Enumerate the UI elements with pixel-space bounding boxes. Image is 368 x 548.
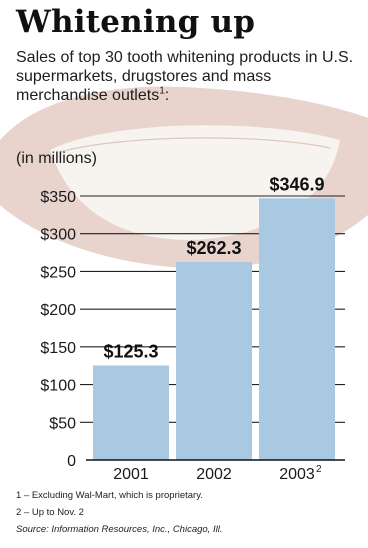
bar-value-label: $262.3 (186, 238, 241, 258)
y-tick-label: $100 (40, 378, 76, 395)
y-tick-label: $200 (40, 302, 76, 319)
plot-area: 0 $50 $100 $150 $200 $250 $300 $350 $125.3 $262.3… (40, 174, 345, 483)
bar-value-label: $125.3 (103, 341, 158, 361)
x-tick-label: 2003 (279, 466, 315, 483)
chart-subtitle: Sales of top 30 tooth whitening products… (16, 48, 356, 105)
x-tick-label: 2001 (113, 466, 149, 483)
bar (259, 198, 335, 460)
x-tick-note-marker: 2 (316, 464, 322, 475)
x-tick-label: 2002 (196, 466, 232, 483)
chart-title: Whitening up (16, 4, 256, 40)
y-tick-label: $350 (40, 189, 76, 206)
footnote-1: 1 – Excluding Wal-Mart, which is proprie… (16, 490, 203, 501)
y-tick-label: $50 (49, 415, 76, 432)
bar-value-label: $346.9 (269, 174, 324, 194)
bar (93, 365, 169, 460)
footnote-2: 2 – Up to Nov. 2 (16, 507, 84, 518)
y-tick-label: $300 (40, 227, 76, 244)
y-tick-label: $150 (40, 340, 76, 357)
footnotes: 1 – Excluding Wal-Mart, which is proprie… (16, 487, 356, 538)
unit-label: (in millions) (16, 150, 97, 167)
source-note: Source: Information Resources, Inc., Chi… (16, 524, 223, 535)
subtitle-note-marker: 1 (159, 85, 165, 97)
subtitle-text: Sales of top 30 tooth whitening products… (16, 49, 354, 104)
y-tick-label: $250 (40, 264, 76, 281)
y-tick-label: 0 (67, 453, 76, 470)
subtitle-end: : (164, 87, 170, 104)
gum-line (59, 137, 331, 153)
bar (176, 262, 252, 460)
